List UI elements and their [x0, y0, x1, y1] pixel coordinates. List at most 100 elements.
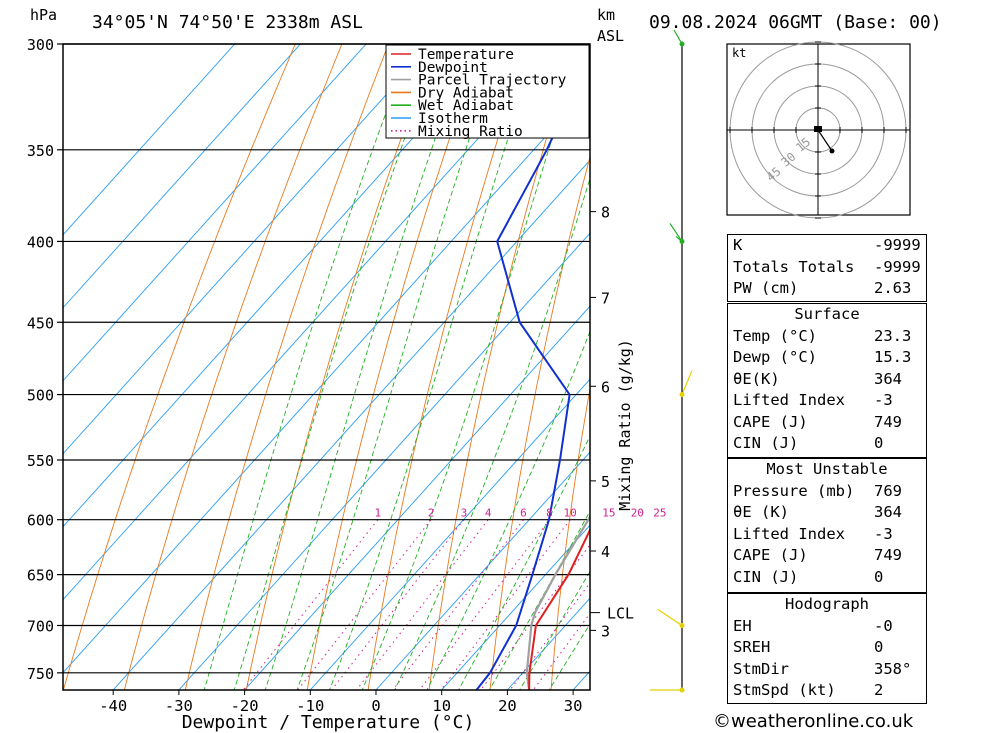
indices-panel: K -9999 Totals Totals -9999 PW (cm) 2.63 [727, 234, 927, 302]
mixing-ratio-label: 3 [461, 507, 468, 520]
height-unit: km [597, 6, 616, 24]
sreh-label: SREH [733, 638, 771, 656]
km-tick-label: 4 [601, 543, 610, 561]
wind-barb [681, 370, 693, 395]
hodograph-point [829, 148, 835, 154]
pressure-tick-label: 500 [27, 387, 54, 405]
wet-adiabat-line [264, 44, 469, 690]
stmdir-label: StmDir [733, 659, 789, 678]
footer-credit[interactable]: ©weatheronline.co.uk [713, 711, 914, 732]
surface-cin-value: 0 [874, 434, 884, 452]
mu-li-value: -3 [874, 524, 893, 543]
x-axis-label: Dewpoint / Temperature (°C) [182, 712, 475, 733]
surface-temp-value: 23.3 [874, 326, 912, 345]
wind-dot [679, 392, 685, 398]
wind-dot [679, 687, 685, 693]
dry-adiabat-line [245, 44, 436, 690]
mixing-ratio-label: 10 [564, 507, 577, 520]
surface-li-value: -3 [874, 391, 893, 409]
dry-adiabat-line [966, 21, 998, 700]
pressure-unit: hPa [30, 6, 58, 24]
temperature-tick-label: -20 [231, 697, 259, 715]
mu-cin-value: 0 [874, 567, 884, 586]
wet-adiabat-line [203, 44, 413, 690]
mixing-ratio-label: 1 [375, 507, 382, 520]
dry-adiabat-line [428, 44, 576, 690]
temperature-tick-label: -40 [99, 697, 127, 715]
mixing-ratio-axis-label: Mixing Ratio (g/kg) [616, 339, 634, 511]
isotherm-line [178, 232, 590, 690]
pressure-tick-label: 300 [27, 36, 54, 54]
sreh-value: 0 [874, 638, 884, 656]
wind-dot [679, 41, 685, 47]
isotherm-line [63, 44, 433, 455]
pressure-tick-label: 550 [27, 452, 54, 470]
mu-pressure-value: 769 [874, 481, 902, 500]
hodograph-panel: Hodograph EH -0 SREH 0 StmDir 358° StmSpd (… [727, 593, 927, 704]
mixing-ratio-label: 8 [546, 507, 553, 520]
dewpoint-profile [475, 54, 590, 690]
most-unstable-panel: Most Unstable Pressure (mb) 769 θE (K) 364… [727, 458, 927, 593]
totals-label: Totals Totals [733, 257, 855, 276]
legend-label: Mixing Ratio [418, 124, 523, 140]
k-value: -9999 [874, 236, 921, 254]
mu-title: Most Unstable [766, 460, 888, 478]
wind-dot [679, 238, 685, 244]
surface-dewp-value: 15.3 [874, 348, 912, 366]
pressure-tick-label: 450 [27, 314, 54, 332]
wind-barb [657, 608, 683, 626]
surface-thetae-value: 364 [874, 369, 902, 388]
dry-adiabat-line [489, 154, 590, 690]
legend-label: Dry Adiabat [418, 85, 514, 101]
eh-value: -0 [874, 616, 893, 635]
surface-cape-value: 749 [874, 412, 902, 431]
wind-profile [650, 29, 693, 693]
mixing-ratio-label: 4 [485, 507, 492, 520]
wind-dot [679, 622, 685, 628]
hodo-title: Hodograph [785, 595, 869, 613]
temperature-tick-label: 20 [498, 697, 517, 715]
height-reference: ASL [597, 27, 625, 45]
surface-dewp-label: Dewp (°C) [733, 348, 817, 366]
mu-pressure-label: Pressure (mb) [733, 481, 855, 500]
legend-label: Isotherm [418, 111, 488, 127]
k-label: K [733, 236, 743, 254]
km-tick-label: 7 [601, 289, 610, 307]
temperature-profile [528, 527, 590, 690]
wet-adiabat-line [488, 510, 590, 690]
surface-panel: Surface Temp (°C) 23.3 Dewp (°C) 15.3 θE(K… [727, 303, 927, 458]
temperature-tick-label: 10 [432, 697, 451, 715]
wet-adiabat-line [361, 44, 583, 690]
hodograph-trace [817, 129, 833, 152]
stmdir-value: 358° [874, 659, 912, 678]
mu-cape-value: 749 [874, 546, 902, 564]
pressure-tick-label: 750 [27, 665, 54, 683]
wet-adiabat-line [233, 44, 440, 690]
isotherm-line [375, 451, 590, 690]
mixing-ratio-line [297, 519, 432, 690]
lcl-label: LCL [607, 605, 634, 623]
legend-label: Wet Adiabat [418, 98, 514, 114]
mu-thetae-value: 364 [874, 503, 902, 521]
pressure-tick-label: 700 [27, 617, 54, 635]
isotherm-line [63, 44, 302, 309]
totals-value: -9999 [874, 257, 921, 276]
wind-barb [673, 29, 683, 45]
pressure-tick-label: 400 [27, 233, 54, 251]
mixing-ratio-label: 15 [602, 507, 615, 520]
stmspd-label: StmSpd (kt) [733, 681, 836, 699]
axis-labels: 1 2 3 4 6 8 10 15 20 2530035040045050055060065070… [27, 36, 667, 733]
storm-motion-marker [814, 126, 822, 132]
pw-value: 2.63 [874, 279, 912, 297]
isotherm-line [309, 378, 590, 690]
isotherm-line [63, 44, 367, 382]
temperature-tick-label: 0 [371, 697, 380, 715]
dry-adiabat-line [367, 44, 529, 690]
dry-adiabat-line [550, 386, 590, 690]
mixing-ratio-label: 20 [631, 507, 644, 520]
surface-title: Surface [794, 305, 860, 323]
dry-adiabat-line [123, 44, 343, 690]
legend-box [385, 44, 590, 139]
